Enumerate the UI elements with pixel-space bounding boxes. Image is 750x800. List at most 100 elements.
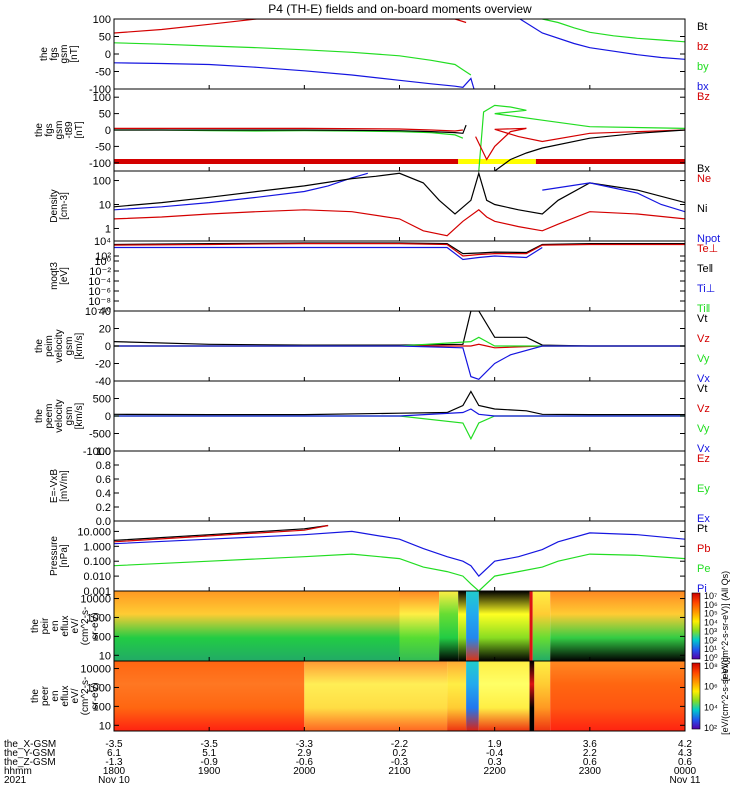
spectrogram-block bbox=[534, 661, 551, 731]
y-axis-label: the bbox=[39, 47, 50, 61]
spectrogram-block bbox=[478, 661, 530, 731]
colorbar-tick: 10⁰ bbox=[704, 653, 718, 663]
y-tick-label: 10.000 bbox=[77, 526, 111, 538]
panel-efield: 1.0 0.8 0.6 0.4 0.2 0.0 E=-VxB [mV/m] Ez Ey Ex bbox=[49, 446, 710, 528]
y-axis-label: [nT] bbox=[74, 121, 85, 138]
y-tick-label: 0.8 bbox=[96, 460, 111, 472]
y-tick-label: 0.001 bbox=[83, 586, 111, 598]
colorbar-label: [eV/(cm^2-s-sr-eV)] bbox=[720, 657, 730, 735]
spectrogram-block bbox=[529, 661, 535, 731]
mode-bar-segment bbox=[535, 159, 685, 164]
x-axis-value: 0000 bbox=[674, 766, 697, 777]
y-axis-label: gsm bbox=[64, 407, 75, 426]
mode-bar-segment bbox=[458, 159, 536, 164]
spectrogram-block bbox=[439, 591, 459, 661]
legend-entry: Vx bbox=[697, 443, 710, 455]
y-tick-label: 0.6 bbox=[96, 474, 111, 486]
x-axis-value: 2200 bbox=[484, 766, 507, 777]
panel-frame bbox=[113, 18, 686, 90]
y-axis-label: en bbox=[50, 620, 61, 631]
y-tick-label: -100 bbox=[89, 84, 111, 96]
y-axis-label: the bbox=[34, 123, 45, 137]
y-axis-label: peim bbox=[44, 335, 55, 357]
colorbar-tick: 10⁶ bbox=[704, 600, 718, 610]
y-axis-label: fgs bbox=[49, 47, 60, 60]
legend-entry: Pb bbox=[697, 543, 710, 555]
x-axis-value: Nov 10 bbox=[98, 775, 130, 786]
spectrogram-block bbox=[447, 661, 467, 731]
spectrogram-block bbox=[550, 661, 685, 731]
y-axis-label: the bbox=[30, 689, 41, 703]
y-axis-label: [nT] bbox=[69, 45, 80, 62]
legend-entry: Vz bbox=[697, 403, 710, 415]
legend-entry: Pe bbox=[697, 563, 710, 575]
x-axis-value: 1900 bbox=[198, 766, 221, 777]
x-axis-value: 2.2 bbox=[583, 748, 597, 759]
colorbar-tick: 10² bbox=[704, 635, 717, 645]
spectrogram-block bbox=[478, 591, 530, 661]
y-tick-label: 10⁰ bbox=[94, 256, 111, 268]
y-tick-label: -40 bbox=[95, 376, 111, 388]
y-axis-label: the bbox=[34, 339, 45, 353]
x-axis-value: -0.4 bbox=[486, 748, 504, 759]
legend-entry: Ey bbox=[697, 483, 710, 495]
colorbar-peer_en: 10⁸ 10⁶ 10⁴ 10² [eV/(cm^2-s-sr-eV)] bbox=[691, 657, 730, 735]
y-tick-label: 10⁻⁸ bbox=[88, 296, 111, 308]
colorbar-tick: 10⁶ bbox=[704, 682, 718, 692]
series-line bbox=[494, 129, 685, 171]
spectrogram-block bbox=[114, 591, 400, 661]
y-axis-label: the bbox=[30, 619, 41, 633]
y-tick-label: 100 bbox=[93, 631, 111, 643]
legend-entry: Bz bbox=[697, 91, 710, 103]
series-line bbox=[114, 42, 472, 76]
colorbar-tick: 10⁴ bbox=[704, 702, 718, 712]
y-tick-label: 1000 bbox=[87, 612, 111, 624]
y-axis-label: peir bbox=[40, 617, 51, 634]
y-axis-label: [mV/m] bbox=[59, 470, 70, 502]
y-tick-label: 10000 bbox=[80, 594, 111, 606]
series-line bbox=[114, 408, 685, 417]
y-tick-label: -50 bbox=[95, 141, 111, 153]
series-line bbox=[114, 530, 685, 577]
x-axis-labels: the_X-GSMthe_Y-GSMthe_Z-GSMhhmm2021-3.56… bbox=[4, 739, 701, 786]
series-line bbox=[114, 390, 685, 416]
y-tick-label: 100 bbox=[93, 92, 111, 104]
y-axis-label: peem bbox=[44, 403, 55, 428]
series-line bbox=[114, 124, 467, 134]
colorbar-scale bbox=[691, 662, 701, 730]
x-axis-value: 4.3 bbox=[678, 748, 692, 759]
legend-entry: Vt bbox=[697, 313, 707, 325]
legend-entry: Ni bbox=[697, 203, 707, 215]
legend-entry: Bt bbox=[697, 21, 707, 33]
y-axis-label: gsm bbox=[64, 337, 75, 356]
x-axis-value: 6.1 bbox=[107, 748, 121, 759]
y-tick-label: 10 bbox=[99, 650, 111, 662]
y-tick-label: 1.000 bbox=[83, 541, 111, 553]
legend-entry: Pt bbox=[697, 523, 707, 535]
x-axis-value: -3.5 bbox=[105, 739, 123, 750]
x-axis-value: 2100 bbox=[388, 766, 411, 777]
series-line bbox=[114, 524, 329, 543]
y-axis-label: eV/ bbox=[70, 688, 81, 703]
x-axis-row-label: the_Y-GSM bbox=[4, 748, 55, 759]
legend-entry: by bbox=[697, 61, 709, 73]
x-axis-value: -0.6 bbox=[296, 757, 314, 768]
y-tick-label: 10⁻¹⁰ bbox=[85, 306, 112, 318]
y-axis-label: [eV] bbox=[59, 267, 70, 285]
series-line bbox=[114, 62, 475, 89]
y-axis-label: eflux bbox=[60, 685, 71, 706]
series-line bbox=[114, 209, 685, 237]
y-tick-label: -500 bbox=[89, 429, 111, 441]
y-tick-label: 10000 bbox=[80, 664, 111, 676]
y-axis-label: Pressure bbox=[49, 536, 60, 576]
y-axis-label: fgs bbox=[44, 123, 55, 136]
colorbar-label: [eV/(cm^2-s-sr-eV)] (All Qs) bbox=[720, 571, 730, 681]
legend-entry: Vy bbox=[697, 423, 710, 435]
figure-title: P4 (TH-E) fields and on-board moments ov… bbox=[268, 2, 532, 16]
y-tick-label: 1 bbox=[105, 223, 111, 235]
panel-fgs_dsl: 100 50 0 -50 -100 the fgs gsm -t89 [nT] Bz Bx bbox=[34, 88, 710, 175]
y-axis-label: [km/s] bbox=[74, 332, 85, 359]
